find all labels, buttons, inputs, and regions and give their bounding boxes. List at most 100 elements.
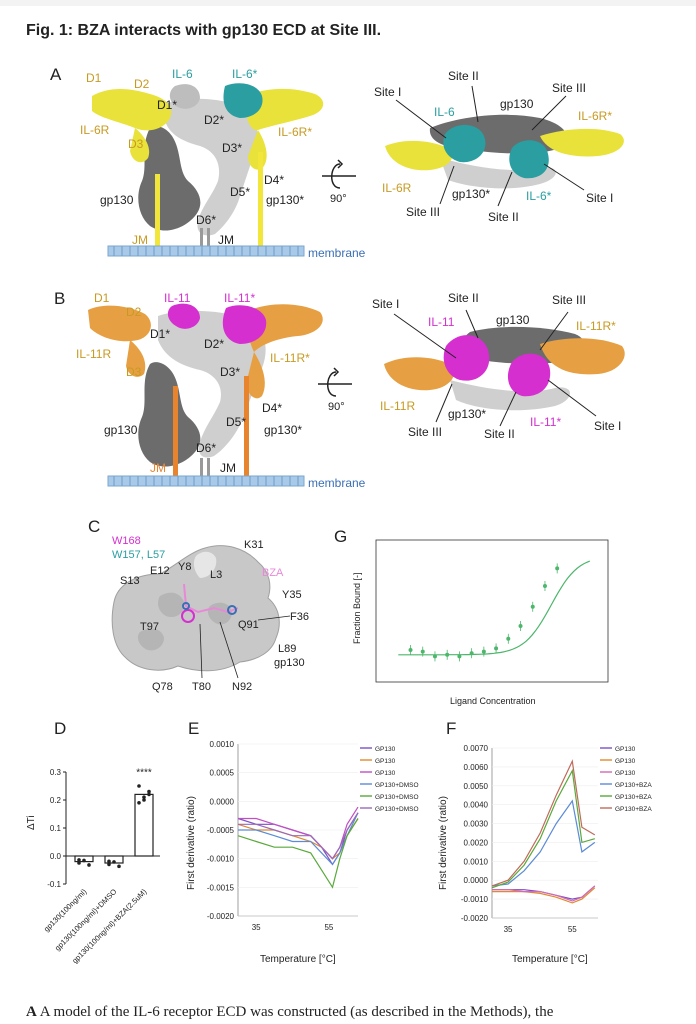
a-right-site-ii-top: Site II: [448, 69, 479, 83]
a-label-gp130: gp130: [100, 193, 134, 207]
c-label-t97: T97: [140, 621, 159, 633]
g-point: [432, 654, 437, 659]
e-x-tick-label: 55: [324, 923, 333, 932]
a-rotation-label: 90°: [330, 193, 347, 205]
a-label-membrane: membrane: [308, 246, 366, 260]
d-y-tick-label: -0.1: [47, 880, 61, 889]
c-label-t80: T80: [192, 681, 211, 693]
panel-a-left-model: [92, 83, 324, 257]
panel-a: A D1 D2: [50, 65, 624, 260]
a-label-d4-star: D4*: [264, 173, 284, 187]
g-point: [494, 646, 499, 651]
f-series-line: [492, 885, 596, 902]
f-series-line: [491, 799, 596, 887]
a-label-gp130-star: gp130*: [266, 193, 304, 207]
panel-b-letter: B: [54, 289, 65, 308]
b-right-site-iii-bottom: Site III: [408, 425, 442, 439]
e-series-line: [237, 818, 359, 889]
b-label-d2-star: D2*: [204, 337, 224, 351]
a-right-gp130-star: gp130*: [452, 187, 490, 201]
e-y-tick-label: -0.0010: [207, 855, 235, 864]
e-series-line: [238, 812, 359, 866]
panel-d: D ΔTi 0.30.20.10.0-0.1gp130(100ng/ml)gp1…: [26, 719, 160, 965]
a-label-jm-left: JM: [132, 233, 148, 247]
a-right-il6r: IL-6R: [382, 181, 412, 195]
b-label-d1-star: D1*: [150, 327, 170, 341]
g-point: [518, 624, 523, 628]
b-label-d4-star: D4*: [262, 401, 282, 415]
a-label-d2: D2: [134, 77, 150, 91]
g-fit-curve: [398, 560, 591, 656]
b-right-il11r: IL-11R: [380, 399, 415, 413]
g-point: [530, 604, 535, 609]
b-right-site-i-right: Site I: [594, 419, 621, 433]
e-legend-label: GP130+DMSO: [375, 782, 419, 789]
f-legend-label: GP130+BZA: [615, 782, 652, 789]
f-legend-label: GP130: [615, 746, 636, 753]
e-y-tick-label: 0.0005: [210, 769, 235, 778]
a-rotation-icon: [322, 159, 356, 189]
b-label-d3: D3: [126, 365, 142, 379]
e-y-tick-label: -0.0015: [207, 883, 235, 892]
g-xlabel: Ligand Concentration: [450, 696, 536, 706]
b-rotation-label: 90°: [328, 401, 345, 413]
b-right-site-i-left: Site I: [372, 297, 399, 311]
f-series-line: [492, 887, 596, 904]
c-label-gp130: gp130: [274, 657, 305, 669]
e-x-tick-label: 35: [252, 923, 261, 932]
g-point: [481, 649, 486, 654]
b-label-jm-left: JM: [150, 461, 166, 475]
b-label-d3-star: D3*: [220, 365, 240, 379]
panel-g-letter: G: [334, 527, 347, 546]
d-point: [77, 858, 81, 862]
b-label-il11-star: IL-11*: [224, 291, 255, 305]
b-label-d6-star: D6*: [196, 441, 216, 455]
a-label-d3: D3: [128, 137, 144, 151]
d-point: [147, 792, 151, 797]
b-right-site-ii-bottom: Site II: [484, 427, 515, 441]
a-label-il6-star: IL-6*: [232, 67, 258, 81]
c-label-e12: E12: [150, 565, 170, 577]
e-legend-label: GP130: [375, 746, 396, 753]
f-series-line: [491, 768, 595, 889]
f-xlabel: Temperature [°C]: [512, 954, 588, 965]
a-label-jm-right: JM: [218, 233, 234, 247]
panel-a-letter: A: [50, 65, 62, 84]
c-label-w157-l57: W157, L57: [112, 549, 165, 561]
c-label-l89: L89: [278, 643, 296, 655]
d-point: [137, 784, 141, 788]
d-point: [142, 795, 146, 799]
f-ylabel: First derivative (ratio): [438, 796, 449, 890]
a-right-il6-star: IL-6*: [526, 189, 552, 203]
d-y-tick-label: 0.3: [50, 768, 62, 777]
d-point: [107, 862, 111, 867]
e-legend-label: GP130+DMSO: [375, 806, 419, 813]
g-point: [506, 636, 511, 641]
b-right-site-ii-top: Site II: [448, 291, 479, 305]
f-legend-label: GP130: [615, 758, 636, 765]
a-label-d5-star: D5*: [230, 185, 250, 199]
b-right-gp130-star: gp130*: [448, 407, 486, 421]
e-xlabel: Temperature [°C]: [260, 954, 336, 965]
c-label-bza: BZA: [262, 567, 284, 579]
c-label-y35: Y35: [282, 589, 302, 601]
g-point: [555, 566, 560, 571]
f-legend-label: GP130+BZA: [615, 806, 652, 813]
d-point: [77, 861, 81, 865]
c-bza-molecule: [181, 583, 239, 623]
d-point: [137, 801, 141, 805]
a-right-gp130: gp130: [500, 97, 534, 111]
d-significance: ****: [136, 768, 152, 779]
f-y-tick-label: -0.0010: [461, 895, 489, 904]
e-legend-label: GP130: [375, 770, 396, 777]
b-label-il11r: IL-11R: [76, 347, 111, 361]
b-label-gp130: gp130: [104, 423, 138, 437]
c-label-q91: Q91: [238, 619, 259, 631]
g-point: [457, 654, 462, 659]
a-right-site-i-left: Site I: [374, 85, 401, 99]
panel-d-letter: D: [54, 719, 66, 738]
panel-g: G Fraction Bound [-] Ligand Concentratio…: [334, 527, 609, 706]
a-label-il6r-star: IL-6R*: [278, 125, 312, 139]
g-point: [445, 652, 450, 657]
f-x-tick-label: 55: [568, 925, 577, 934]
